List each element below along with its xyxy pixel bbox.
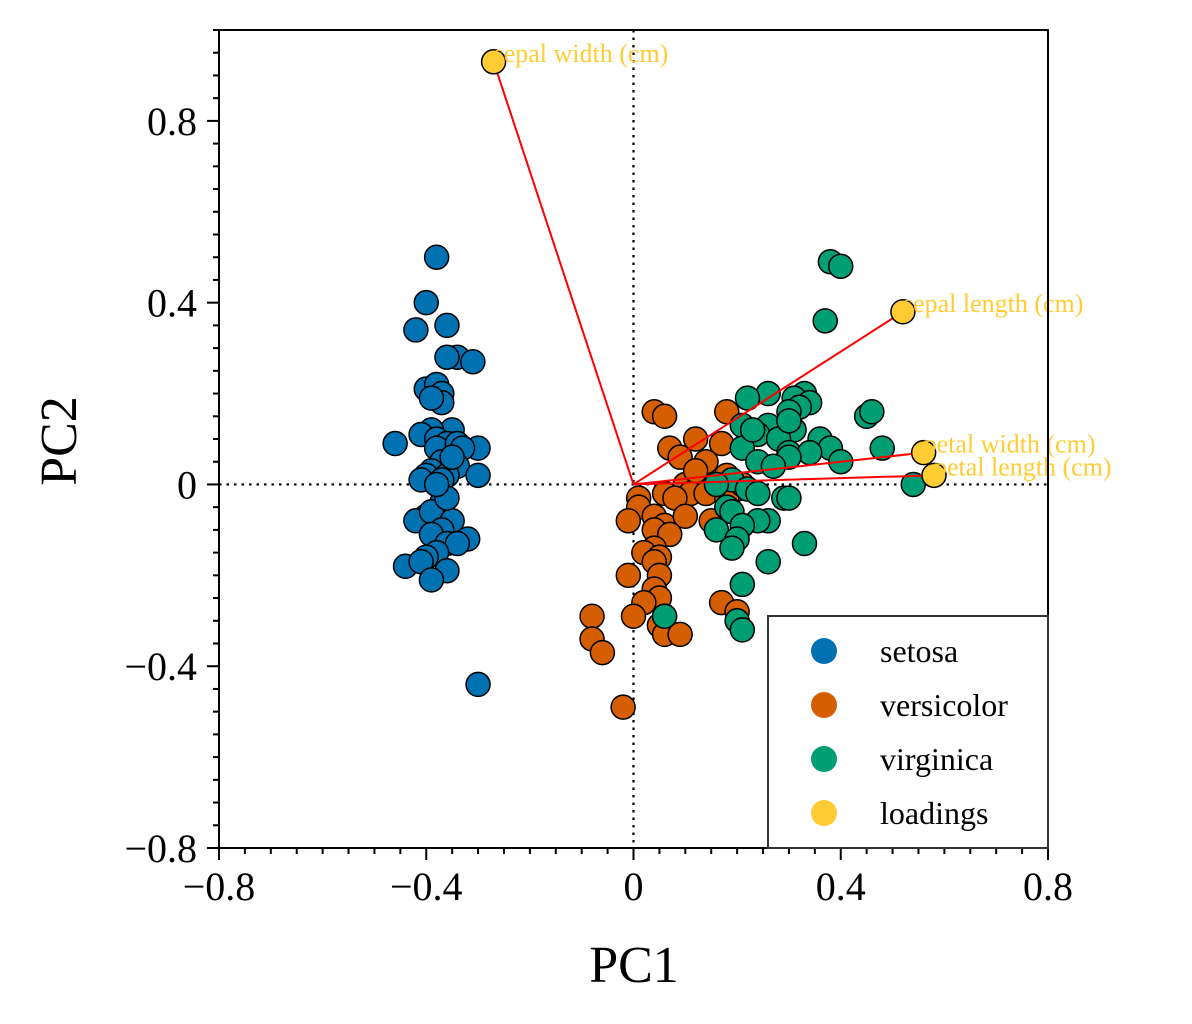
loading-label-2: petal width (cm) xyxy=(924,430,1096,459)
point-virginica-41 xyxy=(755,548,781,575)
point-setosa-45 xyxy=(418,567,445,593)
point-virginica-48 xyxy=(760,453,787,480)
legend-marker-setosa xyxy=(811,638,837,664)
point-virginica-42 xyxy=(729,571,756,598)
legend-marker-loadings xyxy=(811,800,837,826)
point-versicolor-21 xyxy=(615,508,642,534)
x-tick-label: −0.4 xyxy=(390,864,463,909)
loading-point-0 xyxy=(480,49,507,75)
point-virginica-27 xyxy=(703,471,730,498)
point-virginica-39 xyxy=(791,530,818,557)
legend-marker-virginica xyxy=(811,746,837,772)
point-versicolor-1 xyxy=(651,403,678,430)
loading-label-1: sepal length (cm) xyxy=(903,289,1084,318)
point-versicolor-31 xyxy=(615,562,642,589)
y-tick-label: −0.4 xyxy=(124,644,197,689)
point-versicolor-46 xyxy=(610,694,636,720)
point-setosa-1 xyxy=(413,289,439,316)
point-versicolor-23 xyxy=(672,503,699,530)
y-tick-label: −0.8 xyxy=(124,826,197,871)
point-virginica-5 xyxy=(734,385,761,411)
loading-vector-0 xyxy=(492,61,635,485)
point-setosa-46 xyxy=(465,671,491,698)
loading-vector-3 xyxy=(633,474,935,486)
point-virginica-22 xyxy=(796,439,823,466)
loading-point-2 xyxy=(910,439,937,466)
loading-vector-1 xyxy=(632,310,904,486)
point-versicolor-40 xyxy=(579,603,605,629)
plot-area: sepal width (cm) sepal length (cm) petal w… xyxy=(219,30,1112,848)
point-setosa-6 xyxy=(460,348,486,375)
point-setosa-49 xyxy=(439,444,465,470)
point-virginica-44 xyxy=(651,603,678,629)
point-virginica-40 xyxy=(719,535,745,561)
point-setosa-5 xyxy=(434,344,460,370)
loading-label-0: sepal width (cm) xyxy=(494,39,669,68)
point-virginica-46 xyxy=(776,408,802,434)
point-setosa-48 xyxy=(423,471,450,498)
legend-label-loadings: loadings xyxy=(880,795,988,831)
loading-point-1 xyxy=(890,299,916,325)
y-tick-label: 0 xyxy=(177,462,197,507)
x-tick-label: 0.4 xyxy=(816,864,866,909)
x-tick-label: 0.8 xyxy=(1023,864,1073,909)
legend-label-versicolor: versicolor xyxy=(880,687,1008,723)
point-setosa-0 xyxy=(423,244,450,270)
point-virginica-2 xyxy=(812,308,838,334)
axes: −0.8 −0.4 0 0.4 0.8 −0.8 −0.4 0 0.4 0.8 xyxy=(124,29,1073,909)
point-versicolor-45 xyxy=(589,639,616,666)
y-tick-label: 0.8 xyxy=(147,99,197,144)
point-versicolor-39 xyxy=(620,603,647,629)
point-versicolor-43 xyxy=(667,621,693,648)
point-versicolor-4 xyxy=(682,426,709,452)
point-virginica-45 xyxy=(729,617,756,643)
x-tick-label: 0 xyxy=(624,864,644,909)
point-virginica-49 xyxy=(745,480,771,507)
loading-vector-2 xyxy=(633,451,924,486)
point-setosa-3 xyxy=(434,312,460,339)
legend-marker-versicolor xyxy=(811,692,837,718)
y-axis-label: PC2 xyxy=(31,396,88,486)
point-setosa-11 xyxy=(418,385,445,411)
x-tick-label: −0.8 xyxy=(183,864,256,909)
point-virginica-11 xyxy=(859,398,885,425)
loading-point-3 xyxy=(921,462,947,489)
point-setosa-27 xyxy=(465,462,491,489)
loading-label-3: petal length (cm) xyxy=(934,452,1112,481)
legend-label-virginica: virginica xyxy=(880,741,993,777)
point-setosa-15 xyxy=(382,430,408,457)
legend: setosa versicolor virginica loadings xyxy=(767,615,1049,849)
x-axis-label: PC1 xyxy=(589,937,679,994)
point-virginica-47 xyxy=(739,417,766,443)
point-setosa-2 xyxy=(403,317,429,343)
y-tick-label: 0.4 xyxy=(147,281,197,326)
point-virginica-31 xyxy=(776,485,802,511)
legend-label-setosa: setosa xyxy=(880,633,958,669)
point-virginica-18 xyxy=(869,435,895,461)
point-virginica-1 xyxy=(828,253,854,280)
